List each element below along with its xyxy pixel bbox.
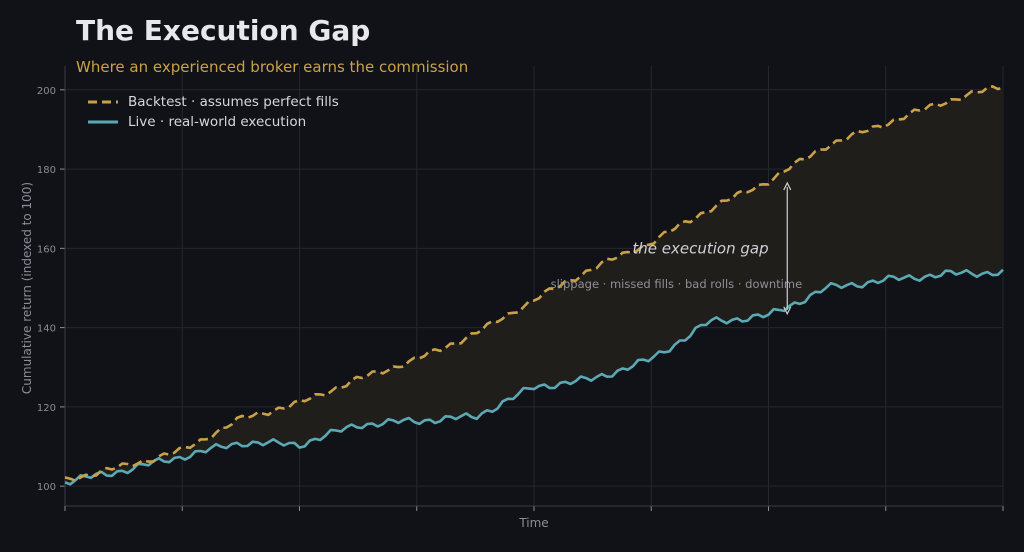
gap-fill-area [65, 86, 1003, 485]
legend-item-backtest: Backtest · assumes perfect fills [88, 92, 339, 112]
legend-swatch-live [88, 120, 118, 124]
gap-arrow-head-bottom [783, 306, 792, 316]
legend: Backtest · assumes perfect fills Live · … [88, 92, 339, 132]
y-tick-label: 100 [37, 482, 56, 493]
gap-fill [65, 86, 1003, 485]
y-tick-label: 160 [37, 244, 56, 255]
annotations: the execution gap slippage · missed fills… [551, 181, 803, 316]
y-tick-label: 180 [37, 165, 56, 176]
legend-label-backtest: Backtest · assumes perfect fills [128, 94, 339, 110]
legend-item-live: Live · real-world execution [88, 112, 339, 132]
series-line-backtest [64, 85, 1004, 482]
axes: 100 120 140 160 180 200 Time Cumulative return … [20, 66, 1004, 530]
legend-swatch-backtest [88, 100, 118, 104]
y-tick-label: 140 [37, 324, 56, 335]
legend-label-live: Live · real-world execution [128, 114, 307, 130]
y-tick-label: 120 [37, 403, 56, 414]
x-axis-label: Time [518, 516, 548, 530]
gap-arrow-head-top [783, 181, 792, 191]
series-line-live [64, 268, 1004, 486]
chart-subtitle: Where an experienced broker earns the co… [76, 58, 469, 76]
y-tick-label: 200 [37, 86, 56, 97]
annotation-causes: slippage · missed fills · bad rolls · do… [551, 277, 803, 291]
y-axis-label: Cumulative return (indexed to 100) [20, 182, 34, 394]
chart-title: The Execution Gap [76, 14, 371, 47]
annotation-execution-gap: the execution gap [632, 239, 768, 257]
series [64, 85, 1004, 486]
